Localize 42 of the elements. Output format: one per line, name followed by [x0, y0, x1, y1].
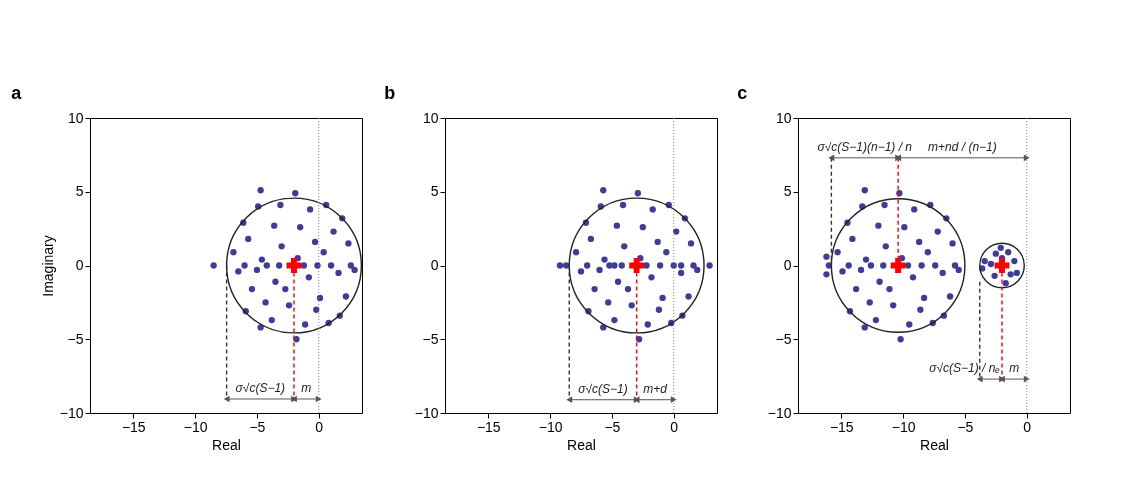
chart-title: a	[11, 83, 23, 103]
x-tick-label: −15	[476, 418, 501, 435]
y-tick-label: −10	[59, 404, 84, 421]
y-tick-label: −5	[775, 330, 792, 347]
x-axis-title: Real	[212, 436, 241, 453]
x-tick-label: −15	[829, 418, 854, 435]
x-tick-label: 0	[670, 418, 679, 435]
x-axis-title: Real	[920, 436, 949, 453]
x-tick-label: −5	[249, 418, 266, 435]
x-tick-label: −5	[604, 418, 621, 435]
y-tick-label: −10	[414, 404, 439, 421]
x-tick-label: −10	[538, 418, 563, 435]
y-tick-label: 5	[783, 183, 792, 200]
y-tick-label: 5	[430, 183, 439, 200]
y-tick-label: 0	[75, 257, 84, 273]
annotation: m+nd / (n−1)	[928, 139, 997, 154]
annotation: m	[301, 380, 312, 395]
chart-title: c	[737, 83, 748, 103]
y-tick-label: −5	[422, 330, 439, 347]
annotation: σ√c(S−1)	[578, 381, 628, 396]
x-tick-label: −10	[183, 418, 208, 435]
x-tick-label: 0	[315, 418, 324, 435]
annotation: m+d	[643, 381, 668, 396]
x-tick-label: −15	[121, 418, 146, 435]
y-tick-label: 10	[775, 109, 792, 126]
x-tick-label: −5	[957, 418, 974, 435]
x-axis-title: Real	[567, 436, 596, 453]
x-tick-label: −10	[891, 418, 916, 435]
y-tick-label: 5	[75, 183, 84, 200]
annotation: σ√c(S−1)(n−1) / n	[817, 139, 913, 154]
y-tick-label: −10	[767, 404, 792, 421]
y-tick-label: 10	[67, 109, 84, 126]
chart-title: b	[384, 83, 396, 103]
annotation: σ√c(S−1)	[235, 380, 286, 395]
y-tick-label: 0	[430, 257, 439, 273]
x-tick-label: 0	[1023, 418, 1032, 435]
annotation: σ√c(S−1) / nₑ	[929, 361, 1001, 376]
annotation: m	[1009, 361, 1020, 376]
y-tick-label: −5	[67, 330, 84, 347]
y-tick-label: 0	[783, 257, 792, 273]
y-axis-title: Imaginary	[39, 235, 56, 297]
y-tick-label: 10	[422, 109, 439, 126]
